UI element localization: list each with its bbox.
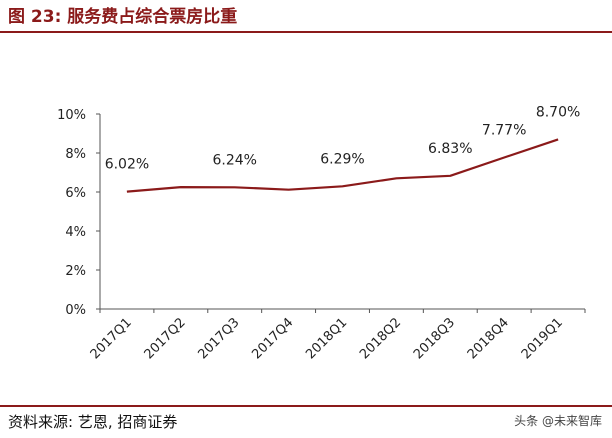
x-tick-label: 2018Q2 — [357, 315, 404, 362]
x-tick-label: 2017Q2 — [142, 315, 189, 362]
y-tick-label: 0% — [65, 303, 86, 318]
data-label: 6.29% — [320, 151, 364, 167]
watermark: 头条 @未来智库 — [514, 414, 602, 428]
y-tick-label: 2% — [65, 264, 86, 279]
line-chart: 0%2%4%6%8%10% 2017Q1 2017Q2 2017Q3 2017Q4 20… — [57, 104, 586, 362]
x-tick-label: 2017Q1 — [88, 315, 135, 362]
data-label: 6.24% — [212, 152, 256, 168]
x-tick-label: 2017Q3 — [195, 315, 242, 362]
footer-divider — [0, 405, 612, 407]
x-tick-label: 2018Q4 — [465, 315, 512, 362]
y-tick-label: 8% — [65, 147, 86, 162]
source-note: 资料来源: 艺恩, 招商证券 — [8, 413, 178, 431]
title-divider — [0, 31, 612, 33]
data-label: 7.77% — [482, 122, 526, 138]
data-label: 6.83% — [428, 141, 472, 157]
y-axis-ticks: 0% 2% 4% 6% 8% 10% — [57, 108, 100, 318]
y-tick-label: 6% — [65, 186, 86, 201]
chart-series — [126, 138, 559, 193]
data-label: 6.02% — [105, 157, 149, 173]
x-tick-label: 2017Q4 — [249, 315, 296, 362]
x-tick-label: 2018Q1 — [303, 315, 350, 362]
chart-axes — [99, 114, 585, 310]
data-labels: 6.02% 6.24% 6.29% 6.83% 7.77% 8.70% — [105, 104, 581, 172]
x-tick-label: 2019Q1 — [519, 315, 566, 362]
y-tick-label: 4% — [65, 225, 86, 240]
figure-title: 图 23: 服务费占综合票房比重 — [8, 7, 238, 27]
x-axis-ticks: 2017Q1 2017Q2 2017Q3 2017Q4 2018Q1 2018Q2 2018… — [88, 309, 586, 362]
x-tick-label: 2018Q3 — [411, 315, 458, 362]
data-label: 8.70% — [536, 104, 580, 120]
y-tick-label: 10% — [57, 108, 86, 123]
